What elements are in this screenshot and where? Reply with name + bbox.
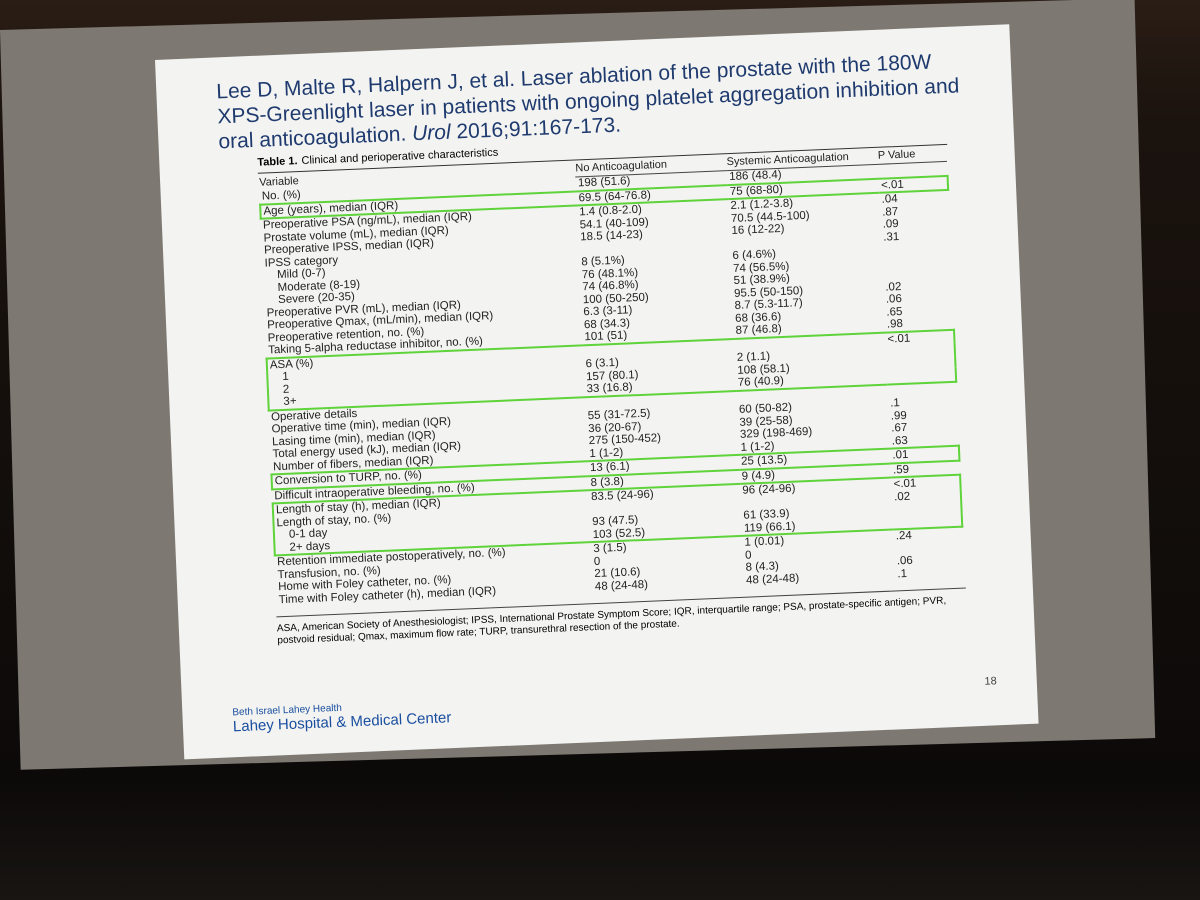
table: Variable No Anticoagulation Systemic Antic… bbox=[258, 144, 966, 607]
cell: .1 bbox=[897, 567, 908, 580]
page-number: 18 bbox=[984, 675, 998, 688]
citation: 2016;91:167-173. bbox=[455, 113, 622, 144]
slide: Lee D, Malte R, Halpern J, et al. Laser … bbox=[155, 24, 1039, 760]
journal: Urol bbox=[411, 120, 452, 146]
logo: Beth Israel Lahey Health Lahey Hospital &… bbox=[232, 698, 451, 736]
table-label: Table 1. bbox=[257, 155, 298, 169]
caption-text: Clinical and perioperative characteristi… bbox=[301, 146, 499, 167]
